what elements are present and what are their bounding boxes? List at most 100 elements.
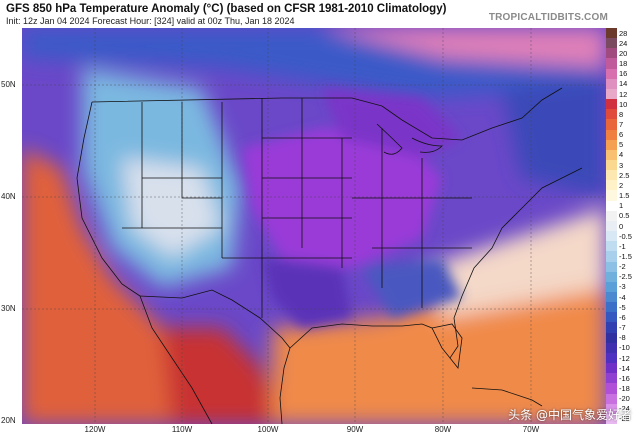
colorbar-swatch	[606, 48, 617, 59]
colorbar-label: 0.5	[619, 211, 630, 221]
colorbar-label: -10	[619, 343, 630, 353]
colorbar-swatch	[606, 58, 617, 70]
mexico-gulf	[279, 347, 291, 424]
colorbar-swatch	[606, 302, 617, 313]
colorbar-swatch	[606, 332, 617, 344]
colorbar-label: -28	[619, 414, 630, 424]
source-brand: TROPICALTIDBITS.COM	[488, 12, 608, 23]
colorbar-label: 24	[619, 38, 628, 48]
cold-core-midwest	[322, 88, 462, 158]
colorbar-swatch	[606, 373, 617, 384]
colorbar-label: 0	[619, 221, 624, 231]
colorbar-label: 10	[619, 99, 628, 109]
colorbar-label: -12	[619, 353, 630, 363]
watermark-text: 头条 @中国气象爱好者	[508, 408, 632, 422]
cool-southeast	[362, 258, 462, 318]
colorbar-swatch	[606, 251, 617, 263]
cold-texas	[262, 258, 352, 328]
anomaly-map	[22, 28, 606, 424]
colorbar-label: 2	[619, 180, 624, 190]
colorbar-label: -20	[619, 394, 630, 404]
colorbar-swatch	[606, 78, 617, 90]
gulf-coast	[289, 295, 463, 359]
colorbar-swatch	[606, 342, 617, 354]
colorbar-label: -8	[619, 333, 626, 343]
colorbar-swatch	[606, 139, 617, 151]
colorbar-label: -1.5	[619, 251, 632, 261]
colorbar-label: -0.5	[619, 231, 632, 241]
state-lines-central	[222, 98, 352, 318]
colorbar-label: 1.5	[619, 191, 630, 201]
colorbar-swatch	[606, 99, 617, 110]
lat-label-40n: 40N	[1, 192, 16, 201]
colorbar-swatch	[606, 160, 617, 171]
colorbar-label: -14	[619, 363, 630, 373]
lon-label-100w: 100W	[257, 425, 279, 434]
colorbar-label: 6	[619, 130, 624, 140]
colorbar-swatch	[606, 292, 617, 303]
colorbar-label: -2.5	[619, 272, 632, 282]
colorbar-label: 20	[619, 48, 628, 58]
mexico-coast	[139, 295, 213, 424]
florida	[431, 323, 463, 369]
neutral-west	[122, 158, 222, 258]
colorbar-label: -2	[619, 262, 626, 272]
colorbar-label: 18	[619, 59, 628, 69]
colorbar-swatch	[606, 38, 617, 49]
colorbar-label: 1	[619, 201, 624, 211]
map-title: GFS 850 hPa Temperature Anomaly (°C) (ba…	[6, 3, 447, 15]
colorbar-label: -6	[619, 312, 626, 322]
us-canada-border	[91, 87, 563, 141]
colorbar-label: 14	[619, 79, 628, 89]
lat-label-20n: 20N	[1, 416, 16, 425]
colorbar-swatch	[606, 190, 617, 202]
colorbar-swatch	[606, 68, 617, 80]
graticule	[22, 28, 606, 424]
colorbar-label: 2.5	[619, 170, 630, 180]
colorbar-swatch	[606, 403, 617, 415]
lat-label-30n: 30N	[1, 304, 16, 313]
colorbar-swatch	[606, 261, 617, 273]
colorbar-swatch	[606, 271, 617, 283]
east-coast	[461, 167, 583, 297]
colorbar-label: 5	[619, 140, 624, 150]
lon-label-90w: 90W	[346, 425, 364, 434]
colorbar-label: 12	[619, 89, 628, 99]
colorbar-label: 7	[619, 119, 624, 129]
colorbar-label: -5	[619, 302, 626, 312]
colorbar-label: -4	[619, 292, 626, 302]
northeast-blue	[502, 78, 606, 198]
warm-pacific	[22, 148, 202, 424]
light-atlantic	[422, 208, 606, 318]
lat-label-50n: 50N	[1, 80, 16, 89]
colorbar-swatch	[606, 383, 617, 395]
colorbar-swatch	[606, 220, 617, 232]
colorbar-swatch	[606, 109, 617, 120]
colorbar-swatch	[606, 129, 617, 141]
warm-arctic	[322, 28, 606, 68]
colorbar-label: 16	[619, 69, 628, 79]
colorbar-swatch	[606, 363, 617, 374]
colorbar-swatch	[606, 28, 617, 39]
colorbar-label: 28	[619, 28, 628, 38]
colorbar-label: 4	[619, 150, 624, 160]
state-lines-east	[352, 128, 472, 308]
west-coast	[76, 101, 141, 297]
hot-mexico	[162, 328, 282, 424]
colorbar-swatch	[606, 231, 617, 242]
colorbar-swatch	[606, 241, 617, 252]
colorbar-swatch	[606, 352, 617, 364]
colorbar-swatch	[606, 322, 617, 334]
colorbar-label: -3	[619, 282, 626, 292]
color-scale-legend: 28 24 20 18 16 14 12 10 8 7 6 5 4 3 2.5 2 1.5 1 0.5 0 -0.5 -1…	[606, 28, 640, 425]
colorbar-swatch	[606, 281, 617, 293]
map-header: GFS 850 hPa Temperature Anomaly (°C) (ba…	[0, 0, 640, 28]
colorbar-label: 3	[619, 160, 624, 170]
lon-label-120w: 120W	[84, 425, 106, 434]
colorbar-swatch	[606, 413, 617, 425]
colorbar-swatch	[606, 200, 617, 212]
colorbar-swatch	[606, 180, 617, 191]
colorbar-swatch	[606, 149, 617, 161]
colorbar-label: -24	[619, 404, 630, 414]
cuba	[471, 387, 543, 407]
